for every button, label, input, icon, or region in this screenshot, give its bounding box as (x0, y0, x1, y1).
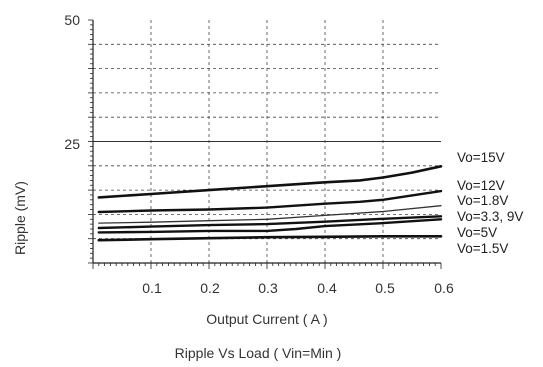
series-label: Vo=1.8V (457, 193, 508, 208)
x-tick-label: 0.3 (258, 280, 278, 296)
series-label: Vo=3.3, 9V (457, 209, 523, 224)
series-line (97, 235, 443, 242)
series-line (97, 165, 443, 199)
series-label: Vo=1.5V (457, 241, 508, 256)
series-line (97, 189, 443, 214)
x-tick-label: 0.6 (434, 280, 454, 296)
series-label: Vo=12V (457, 178, 505, 193)
x-tick-label: 0.2 (200, 280, 220, 296)
y-axis-label: Ripple (mV) (12, 181, 28, 255)
series-lines (97, 165, 443, 242)
grid (93, 20, 441, 263)
series-label: Vo=15V (457, 150, 505, 165)
series-line (97, 218, 443, 234)
x-tick-label: 0.5 (375, 280, 395, 296)
y-tick-label: 50 (64, 12, 80, 28)
x-tick-label: 0.4 (317, 280, 337, 296)
series-line (98, 205, 442, 224)
plot-frame (88, 19, 442, 269)
chart-title: Ripple Vs Load ( Vin=Min ) (175, 345, 342, 361)
series-label: Vo=5V (457, 225, 497, 240)
y-tick-label: 25 (64, 136, 80, 152)
x-tick-label: 0.1 (142, 280, 162, 296)
series-line (97, 215, 443, 230)
x-axis-label: Output Current ( A ) (206, 311, 327, 327)
